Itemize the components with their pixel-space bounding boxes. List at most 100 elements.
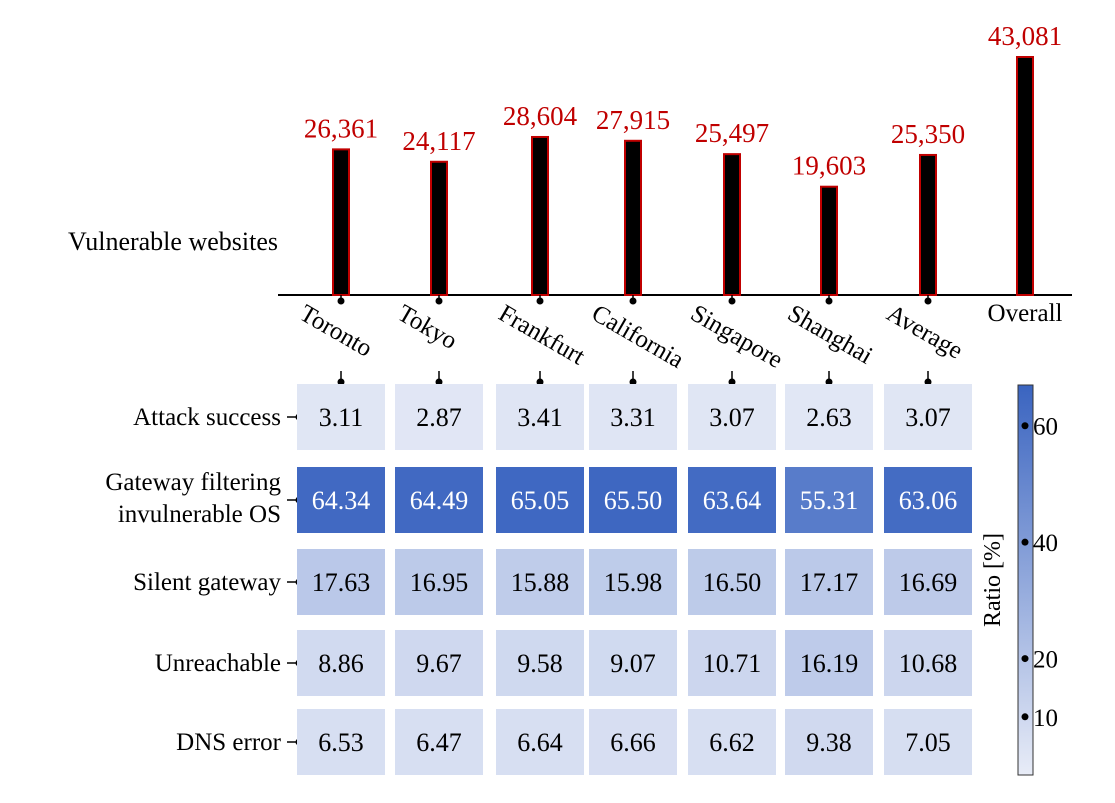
heatmap-cell xyxy=(884,630,972,696)
heatmap-cell-value: 17.63 xyxy=(312,568,371,597)
heatmap-cell-value: 65.05 xyxy=(511,486,570,515)
row-label: DNS error xyxy=(176,729,282,756)
heatmap-cell xyxy=(297,630,385,696)
connector-dot xyxy=(629,378,637,386)
heatmap-cell xyxy=(297,467,385,533)
category-connectors xyxy=(337,295,932,386)
heatmap-cell-value: 3.41 xyxy=(517,403,563,432)
row-label: Silent gateway xyxy=(133,569,281,596)
heatmap-cell-value: 55.31 xyxy=(800,486,859,515)
heatmap-cell-value: 64.34 xyxy=(312,486,371,515)
colorbar-tick-label: 20 xyxy=(1033,647,1058,674)
heatmap-cell xyxy=(496,549,584,615)
connector-dot xyxy=(728,378,736,386)
colorbar-tick-dot xyxy=(1021,422,1029,430)
heatmap-cell-value: 6.47 xyxy=(416,728,462,757)
connector-dot xyxy=(337,297,345,305)
category-label: Singapore xyxy=(686,300,787,374)
connector-dot xyxy=(825,297,833,305)
colorbar-tick-dot xyxy=(1021,655,1029,663)
heatmap-cell-value: 15.88 xyxy=(511,568,570,597)
category-label: Toronto xyxy=(295,300,377,363)
category-label: California xyxy=(587,300,688,374)
heatmap-cell xyxy=(884,709,972,775)
connector-dot xyxy=(825,378,833,386)
colorbar-label: Ratio [%] xyxy=(980,533,1006,627)
category-label: Average xyxy=(882,300,967,365)
row-label: Gateway filtering xyxy=(105,469,281,496)
colorbar-gradient xyxy=(1017,384,1034,776)
row-label: invulnerable OS xyxy=(118,501,281,528)
bar-tokyo xyxy=(430,160,448,296)
heatmap-cell xyxy=(589,467,677,533)
heatmap-cell-value: 17.17 xyxy=(800,568,859,597)
heatmap-cell xyxy=(688,709,776,775)
heatmap-cell xyxy=(785,467,873,533)
heatmap-cell-value: 10.68 xyxy=(899,649,958,678)
heatmap-cell-value: 16.50 xyxy=(703,568,762,597)
bar-average xyxy=(919,153,937,296)
heatmap-cell-value: 64.49 xyxy=(410,486,469,515)
heatmap: Attack success Gateway filtering invulnera… xyxy=(105,384,972,775)
bar-value-label: 25,497 xyxy=(695,118,769,148)
heatmap-cell-value: 63.64 xyxy=(703,486,762,515)
bar-frankfurt xyxy=(531,135,549,296)
bar-singapore xyxy=(723,153,741,296)
colorbar-tick-dot xyxy=(1021,713,1029,721)
heatmap-cell-value: 16.95 xyxy=(410,568,469,597)
connector-dot xyxy=(435,378,443,386)
heatmap-cell-value: 16.19 xyxy=(800,649,859,678)
colorbar-tick-dot xyxy=(1021,538,1029,546)
heatmap-cell xyxy=(785,549,873,615)
heatmap-cell xyxy=(785,630,873,696)
heatmap-cell xyxy=(688,630,776,696)
heatmap-cell-value: 16.69 xyxy=(899,568,958,597)
heatmap-cell xyxy=(884,549,972,615)
connector-dot xyxy=(629,297,637,305)
category-labels: Toronto Tokyo FrankfurtCaliforniaSingapore… xyxy=(295,300,1063,374)
heatmap-cell xyxy=(884,384,972,450)
heatmap-cell xyxy=(589,709,677,775)
bar-series xyxy=(332,56,1034,296)
heatmap-cell-value: 2.87 xyxy=(416,403,462,432)
heatmap-cell-value: 10.71 xyxy=(703,649,762,678)
bar-value-label: 28,604 xyxy=(503,101,578,131)
colorbar-tick-label: 40 xyxy=(1033,530,1058,557)
heatmap-cell-value: 7.05 xyxy=(905,728,951,757)
heatmap-cell xyxy=(297,709,385,775)
heatmap-cell-value: 6.53 xyxy=(318,728,364,757)
heatmap-cell-value: 3.31 xyxy=(610,403,656,432)
heatmap-cell-value: 8.86 xyxy=(318,649,364,678)
connector-dot xyxy=(337,378,345,386)
heatmap-cell-value: 15.98 xyxy=(604,568,663,597)
heatmap-row-labels: Attack success Gateway filtering invulnera… xyxy=(105,404,303,756)
heatmap-cell xyxy=(589,384,677,450)
row-label: Unreachable xyxy=(155,650,281,677)
category-label: Frankfurt xyxy=(494,300,589,371)
connector-dot xyxy=(536,378,544,386)
colorbar-tick-label: 10 xyxy=(1033,705,1058,732)
connector-dot xyxy=(435,297,443,305)
heatmap-cell-value: 2.63 xyxy=(806,403,852,432)
connector-dot xyxy=(924,297,932,305)
colorbar-tick-label: 60 xyxy=(1033,414,1058,441)
heatmap-cell xyxy=(395,467,483,533)
category-label: Tokyo xyxy=(393,300,462,355)
heatmap-cell xyxy=(688,384,776,450)
connector-dot xyxy=(536,297,544,305)
heatmap-cell-value: 9.07 xyxy=(610,649,656,678)
bar-value-label: 27,915 xyxy=(596,105,670,135)
bar-shanghai xyxy=(820,185,838,296)
heatmap-cell-value: 9.58 xyxy=(517,649,563,678)
heatmap-cell xyxy=(297,549,385,615)
connector-dot xyxy=(924,378,932,386)
heatmap-cell xyxy=(688,467,776,533)
heatmap-cell-value: 6.66 xyxy=(610,728,656,757)
heatmap-cell xyxy=(688,549,776,615)
colorbar: 10 20 40 60 Ratio [%] xyxy=(980,384,1058,776)
heatmap-cell xyxy=(785,384,873,450)
heatmap-cell xyxy=(297,384,385,450)
category-label: Overall xyxy=(988,300,1063,327)
heatmap-cell xyxy=(496,467,584,533)
